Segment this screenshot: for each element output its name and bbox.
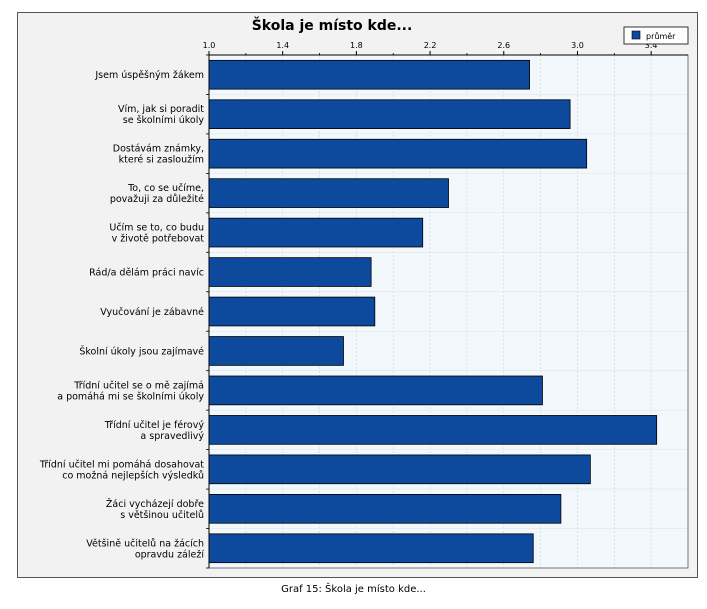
bar	[208, 375, 543, 406]
category-label: Třídní učitel se o mě zajímá a pomáhá mi …	[57, 380, 204, 402]
x-tick-label: 2.2	[424, 41, 437, 50]
category-label: Třídní učitel je férový a spravedlivý	[104, 420, 205, 442]
x-tick-label: 3.4	[645, 41, 658, 50]
category-label: Učím se to, co budu v životě potřebovat	[109, 223, 204, 245]
legend-label: průměr	[646, 31, 676, 41]
bar	[208, 494, 562, 524]
x-tick-label: 1.0	[203, 41, 216, 50]
category-label: Školní úkoly jsou zajímavé	[79, 345, 204, 357]
category-label: Vím, jak si poradit se školními úkoly	[118, 104, 204, 126]
category-label: Jsem úspěšným žákem	[94, 70, 204, 81]
x-tick-label: 1.4	[276, 41, 289, 50]
category-label: Rád/a dělám práci navíc	[89, 268, 204, 279]
bar	[208, 217, 424, 248]
bar	[208, 99, 571, 129]
bar	[208, 533, 534, 564]
x-tick-label: 1.8	[350, 41, 363, 50]
bar-chart: Škola je místo kde... 1.0 1.4 1.8 2.2 2.6 3.0…	[39, 16, 689, 569]
category-label: Dostávám známky, které si zasloužím	[113, 144, 204, 166]
category-label: Většině učitelů na žácích opravdu záleží	[86, 538, 204, 560]
category-label: Vyučování je zábavné	[100, 307, 204, 318]
x-tick-label: 2.6	[497, 41, 510, 50]
category-label: Žáci vycházejí dobře s většinou učitelů	[106, 498, 204, 521]
legend-swatch	[631, 30, 641, 40]
bar	[208, 59, 530, 90]
bar	[208, 178, 449, 208]
chart-frame: Škola je místo kde... 1.0 1.4 1.8 2.2 2.6 3.0…	[17, 12, 698, 578]
bar	[208, 138, 588, 169]
legend: průměr	[623, 26, 689, 45]
bar	[208, 257, 372, 287]
category-label: Třídní učitel mi pomáhá dosahovat co možn…	[39, 459, 204, 481]
x-tick-label: 3.0	[571, 41, 584, 50]
chart-title: Škola je místo kde...	[252, 16, 413, 34]
bar	[208, 296, 376, 327]
bar	[208, 454, 591, 485]
figure-caption: Graf 15: Škola je místo kde...	[281, 584, 426, 595]
bar	[208, 415, 658, 445]
plot-area: 1.0 1.4 1.8 2.2 2.6 3.0 3.4 Jsem úspěšným žákem…	[39, 41, 689, 569]
category-label: To, co se učíme, považuji za důležité	[110, 183, 204, 205]
bar	[208, 336, 344, 366]
